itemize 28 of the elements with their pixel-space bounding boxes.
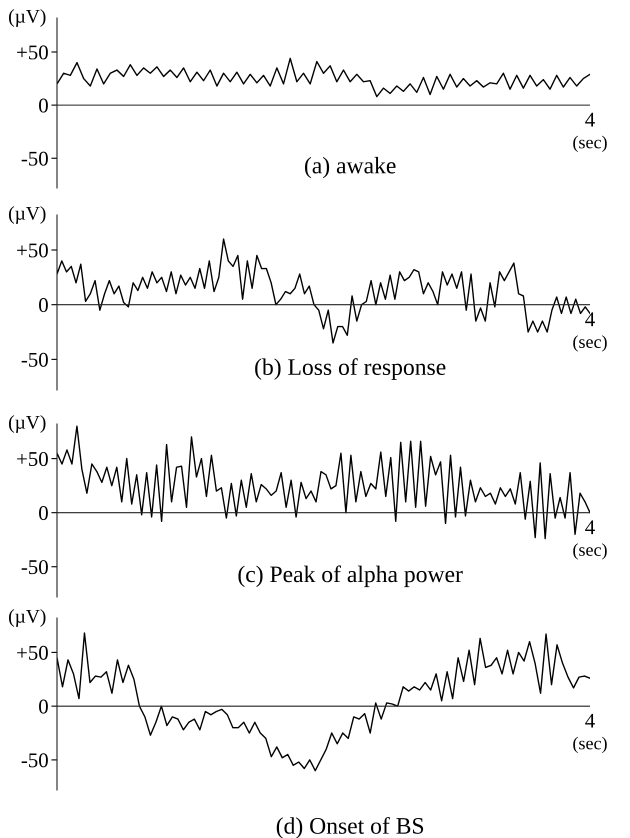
- line-series: [57, 58, 590, 98]
- y-tick-label: 0: [39, 298, 48, 312]
- y-tick-label: -50: [22, 753, 48, 768]
- y-axis-title: (µV): [9, 415, 46, 433]
- text: (b) Loss of response: [255, 358, 446, 380]
- y-axis-title: (µV): [9, 9, 46, 27]
- y-tick-label: +50: [17, 646, 48, 660]
- x-axis-title: (sec): [573, 136, 607, 152]
- y-tick-label: 0: [39, 700, 48, 714]
- y-tick-label: +50: [17, 452, 48, 466]
- annotation: 4: [585, 312, 595, 326]
- y-axis-title: (µV): [9, 206, 46, 224]
- y-tick-label: +50: [17, 243, 48, 258]
- y-tick-label: -50: [22, 152, 48, 166]
- text: (c) Peak of alpha power: [238, 565, 463, 588]
- annotation: 4: [585, 520, 595, 534]
- x-axis-title: (sec): [573, 335, 607, 352]
- y-tick-label: 0: [39, 98, 48, 113]
- annotation: 4: [585, 112, 595, 127]
- y-tick-label: -50: [22, 352, 48, 367]
- y-axis-title: (µV): [9, 609, 46, 627]
- y-tick-label: +50: [17, 45, 48, 60]
- y-tick-label: 0: [39, 506, 48, 520]
- x-axis-title: (sec): [573, 736, 607, 754]
- annotation: 4: [585, 714, 595, 728]
- text: (a) awake: [304, 156, 396, 178]
- x-axis-title: (sec): [573, 543, 607, 560]
- y-tick-label: -50: [22, 560, 48, 574]
